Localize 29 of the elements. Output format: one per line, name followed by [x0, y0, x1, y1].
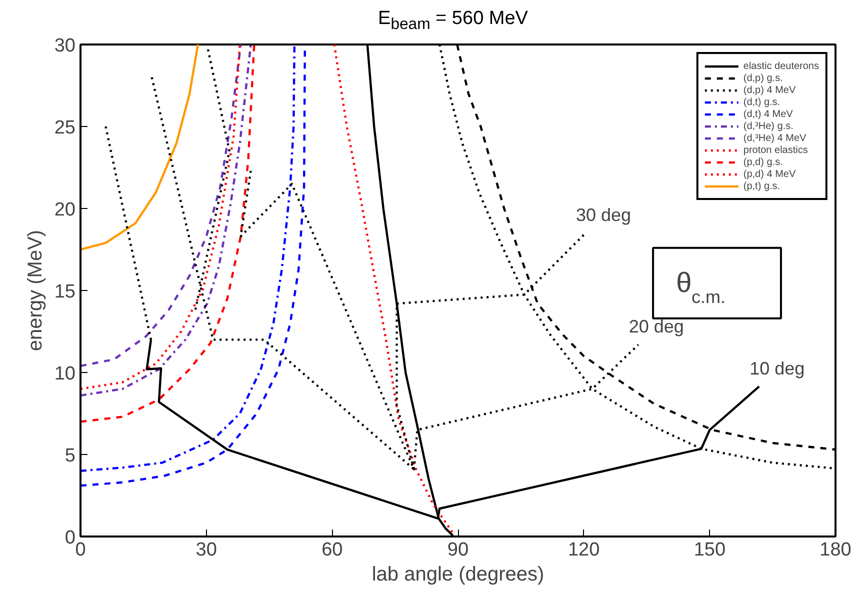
x-tick-label: 150 — [694, 540, 726, 560]
legend-label: (p,d) 4 MeV — [743, 168, 796, 180]
legend-label: (d,p) 4 MeV — [743, 84, 796, 96]
y-tick-label: 20 — [54, 200, 76, 220]
x-tick-label: 30 — [196, 540, 217, 560]
legend-label: (d,³He) g.s. — [743, 120, 794, 132]
x-tick-label: 120 — [568, 540, 600, 560]
legend-label: (d,t) 4 MeV — [743, 108, 793, 120]
annotation: 20 deg — [628, 316, 684, 337]
y-tick-label: 25 — [54, 118, 76, 138]
annotation: 10 deg — [750, 358, 805, 378]
y-tick-label: 10 — [54, 364, 76, 384]
y-tick-label: 30 — [54, 36, 76, 56]
legend-label: (p,t) g.s. — [743, 180, 780, 192]
annotation: 30 deg — [576, 205, 632, 226]
legend-label: (d,p) g.s. — [743, 72, 783, 84]
x-tick-label: 180 — [820, 540, 852, 560]
y-axis-title: energy (MeV) — [24, 230, 46, 352]
y-tick-label: 15 — [54, 282, 76, 302]
x-tick-label: 60 — [322, 540, 343, 560]
legend-label: (p,d) g.s. — [743, 156, 783, 168]
chart-title: E$_{beam}$ = 560 MeV — [378, 7, 528, 35]
x-axis-title: lab angle (degrees) — [372, 564, 544, 586]
y-tick-label: 5 — [64, 446, 76, 466]
legend-label: (d,t) g.s. — [743, 96, 780, 108]
x-tick-label: 90 — [447, 540, 469, 560]
legend-label: (d,³He) 4 MeV — [743, 132, 806, 144]
legend-label: proton elastics — [743, 144, 808, 156]
legend-label: elastic deuterons — [743, 60, 819, 72]
